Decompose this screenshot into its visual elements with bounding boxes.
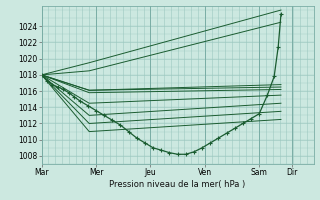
X-axis label: Pression niveau de la mer( hPa ): Pression niveau de la mer( hPa ): [109, 180, 246, 189]
